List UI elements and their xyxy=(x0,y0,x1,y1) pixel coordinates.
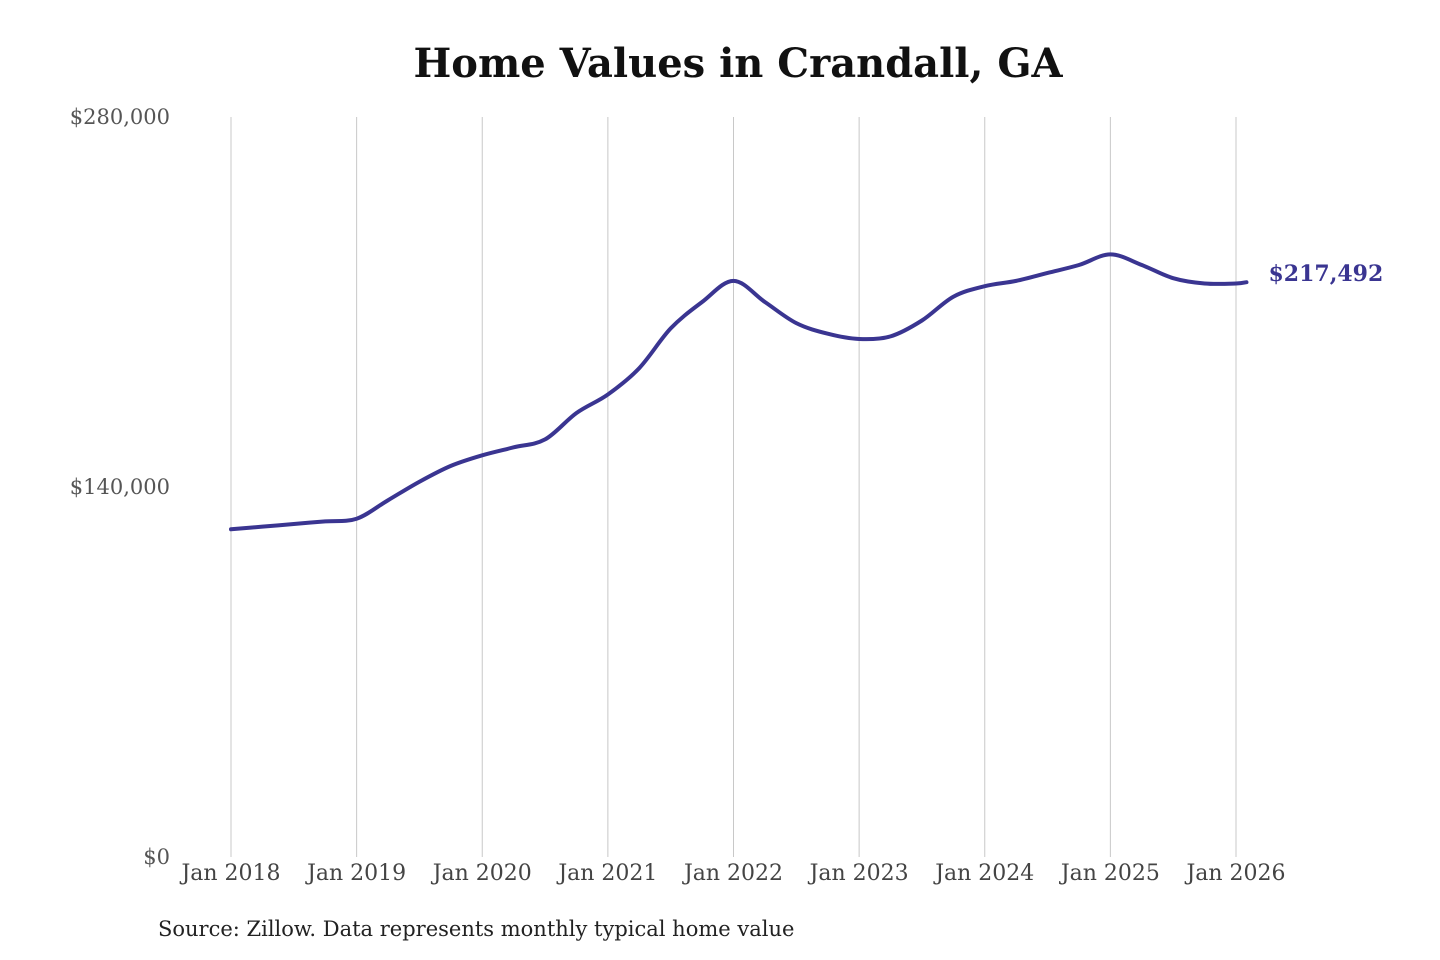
y-tick-label: $0 xyxy=(143,845,170,869)
x-tick-label: Jan 2022 xyxy=(682,861,783,886)
source-note: Source: Zillow. Data represents monthly … xyxy=(158,917,795,941)
x-tick-label: Jan 2025 xyxy=(1059,861,1160,886)
latest-value-label: $217,492 xyxy=(1268,261,1383,287)
y-axis-ticks: $0 $140,000 $280,000 xyxy=(70,105,170,869)
vertical-gridlines xyxy=(230,117,1237,857)
x-tick-label: Jan 2018 xyxy=(179,861,280,886)
x-tick-label: Jan 2021 xyxy=(556,861,657,886)
x-tick-label: Jan 2020 xyxy=(431,861,532,886)
x-tick-label: Jan 2019 xyxy=(305,861,406,886)
x-tick-label: Jan 2024 xyxy=(933,861,1034,886)
x-tick-label: Jan 2023 xyxy=(808,861,909,886)
x-tick-label: Jan 2026 xyxy=(1184,861,1285,886)
home-value-line xyxy=(229,252,1249,532)
chart-title: Home Values in Crandall, GA xyxy=(413,40,1063,87)
y-tick-label: $280,000 xyxy=(70,105,170,129)
x-axis-ticks: Jan 2018 Jan 2019 Jan 2020 Jan 2021 Jan 2022… xyxy=(179,861,1285,886)
y-tick-label: $140,000 xyxy=(70,475,170,499)
